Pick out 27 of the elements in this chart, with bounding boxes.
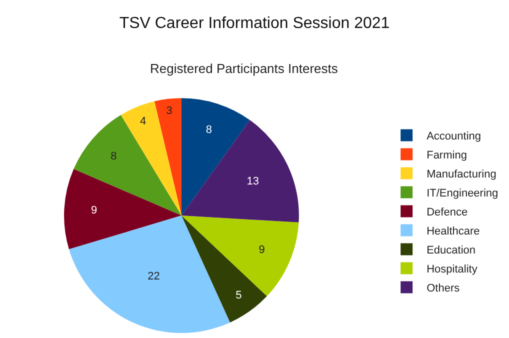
pie-slice xyxy=(74,115,182,216)
legend-label: IT/Engineering xyxy=(426,188,498,200)
data-label: 8 xyxy=(206,124,212,136)
pie-slice xyxy=(181,216,267,322)
legend-label: Others xyxy=(426,282,460,295)
data-label: 4 xyxy=(140,115,146,128)
pie-slice xyxy=(120,101,182,216)
legend-label: Healthcare xyxy=(426,226,480,238)
legend-label: Education xyxy=(426,244,476,257)
data-label: 8 xyxy=(110,150,117,162)
data-label: 22 xyxy=(148,270,160,283)
data-label: 13 xyxy=(246,175,260,188)
legend-label: Hospitality xyxy=(426,264,478,276)
legend-label: Manufacturing xyxy=(426,168,496,181)
legend-label: Accounting xyxy=(426,130,482,143)
data-label: 9 xyxy=(258,244,265,256)
pie-slice xyxy=(64,169,182,250)
pie-slice xyxy=(181,120,299,222)
pie-slice xyxy=(68,216,230,333)
chart-title: TSV Career Information Session 2021 xyxy=(119,15,390,32)
pie-slice xyxy=(154,98,182,216)
data-label: 9 xyxy=(91,204,98,216)
data-label: 5 xyxy=(236,290,242,302)
legend-label: Defence xyxy=(426,206,468,219)
chart-subtitle: Registered Participants Interests xyxy=(150,61,338,76)
legend-label: Farming xyxy=(426,150,467,162)
data-label: 3 xyxy=(166,105,172,118)
